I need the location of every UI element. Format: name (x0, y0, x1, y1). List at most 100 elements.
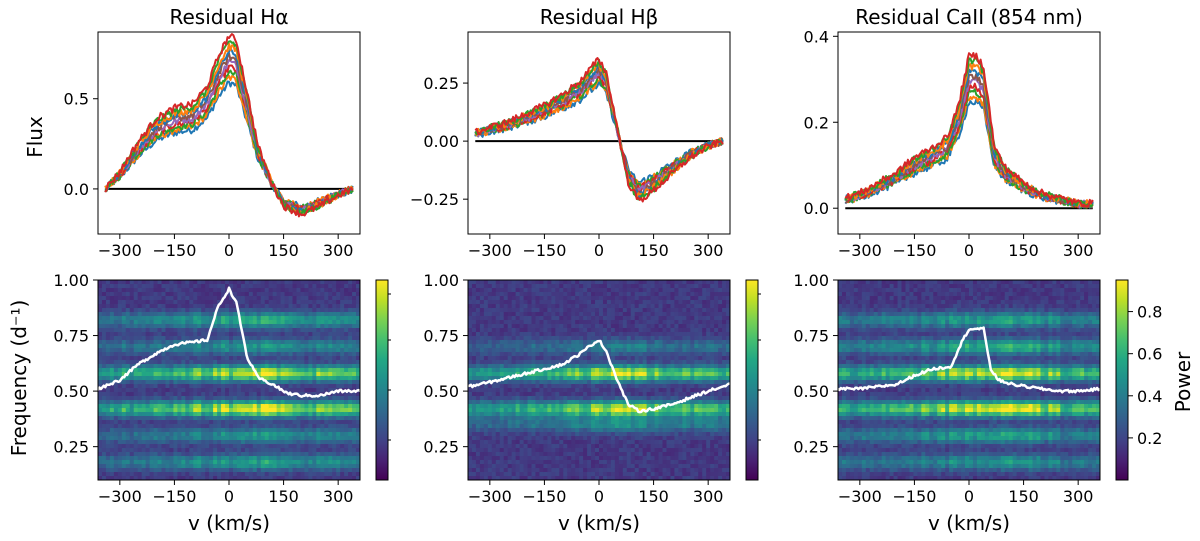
heatmap-cell (503, 392, 509, 397)
heatmap-cell (324, 432, 329, 437)
heatmap-cell (225, 340, 230, 345)
heatmap-cell (475, 464, 481, 469)
heatmap-cell (109, 448, 115, 453)
heatmap-cell (507, 420, 513, 425)
heatmap-cell (575, 444, 580, 449)
heatmap-cell (344, 444, 349, 449)
heatmap-cell (507, 476, 513, 480)
heatmap-cell (352, 424, 357, 429)
heatmap-cell (344, 432, 349, 437)
heatmap-cell (527, 392, 533, 397)
heatmap-cell (177, 440, 182, 445)
heatmap-cell (240, 476, 246, 480)
heatmap-cell (244, 308, 250, 313)
heatmap-cell (579, 392, 584, 397)
heatmap-cell (288, 472, 294, 477)
heatmap-cell (515, 432, 521, 437)
heatmap-cell (471, 324, 477, 329)
heatmap-cell (491, 332, 497, 337)
heatmap-cell (471, 468, 477, 473)
heatmap-cell (209, 280, 214, 285)
heatmap-cell (137, 308, 143, 313)
heatmap-cell (324, 408, 329, 413)
heatmap-cell (336, 312, 341, 317)
heatmap-cell (579, 428, 584, 433)
heatmap-cell (117, 368, 123, 373)
heatmap-cell (320, 428, 325, 433)
heatmap-cell (236, 340, 242, 345)
heatmap-cell (205, 284, 210, 289)
heatmap-cell (523, 320, 529, 325)
heatmap-cell (161, 400, 167, 405)
heatmap-cell (519, 288, 525, 293)
x-tick-label: −300 (98, 487, 142, 506)
heatmap-cell (209, 428, 214, 433)
heatmap-cell (256, 404, 262, 409)
heatmap-cell (173, 476, 178, 480)
heatmap-cell (344, 456, 349, 461)
heatmap-cell (344, 324, 349, 329)
heatmap-cell (193, 292, 198, 297)
heatmap-cell (320, 444, 325, 449)
heatmap-cell (479, 404, 485, 409)
heatmap-cell (551, 332, 556, 337)
heatmap-cell (511, 460, 517, 465)
heatmap-cell (209, 372, 214, 377)
heatmap-cell (352, 316, 357, 321)
heatmap-cell (145, 284, 151, 289)
heatmap-cell (356, 380, 360, 385)
heatmap-cell (129, 396, 135, 401)
heatmap-cell (256, 460, 262, 465)
heatmap-cell (153, 424, 159, 429)
heatmap-cell (356, 316, 360, 321)
heatmap-cell (328, 316, 333, 321)
heatmap-cell (563, 412, 568, 417)
heatmap-cell (352, 352, 357, 357)
heatmap-cell (177, 408, 182, 413)
heatmap-cell (153, 312, 159, 317)
heatmap-cell (356, 340, 360, 345)
heatmap-cell (276, 452, 282, 457)
heatmap-cell (316, 448, 321, 453)
heatmap-cell (348, 376, 353, 381)
heatmap-cell (479, 340, 485, 345)
heatmap-cell (575, 344, 580, 349)
heatmap-cell (471, 336, 477, 341)
heatmap-cell (177, 448, 182, 453)
heatmap-cell (348, 440, 353, 445)
heatmap-cell (515, 284, 521, 289)
heatmap-cell (113, 288, 119, 293)
heatmap-cell (591, 336, 596, 341)
heatmap-cell (177, 444, 182, 449)
heatmap-cell (328, 448, 333, 453)
heatmap-cell (113, 300, 119, 305)
heatmap-cell (260, 292, 266, 297)
heatmap-cell (205, 404, 210, 409)
heatmap-cell (523, 384, 529, 389)
heatmap-cell (284, 340, 290, 345)
heatmap-cell (491, 368, 497, 373)
heatmap-cell (571, 376, 576, 381)
heatmap-cell (575, 448, 580, 453)
heatmap-cell (591, 380, 596, 385)
heatmap-cell (288, 420, 294, 425)
heatmap-cell (244, 340, 250, 345)
heatmap-cell (316, 468, 321, 473)
heatmap-cell (117, 412, 123, 417)
heatmap-cell (316, 444, 321, 449)
heatmap-cell (344, 284, 349, 289)
heatmap-cell (511, 456, 517, 461)
heatmap-cell (312, 284, 317, 289)
heatmap-cell (551, 432, 556, 437)
heatmap-cell (503, 296, 509, 301)
heatmap-cell (523, 340, 529, 345)
heatmap-cell (280, 432, 286, 437)
heatmap-cell (268, 396, 274, 401)
heatmap-cell (125, 452, 131, 457)
heatmap-cell (483, 376, 489, 381)
heatmap-cell (232, 464, 238, 469)
heatmap-cell (137, 364, 143, 369)
heatmap-cell (356, 396, 360, 401)
heatmap-cell (129, 300, 135, 305)
heatmap-cell (157, 460, 163, 465)
